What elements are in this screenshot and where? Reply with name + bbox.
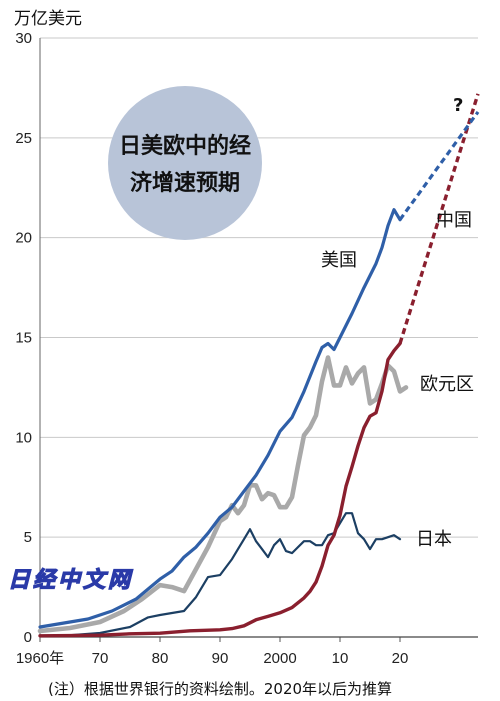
forecast-badge-line1: 日美欧中的经 [119, 133, 251, 159]
x-tick-label-1970: 70 [92, 650, 109, 667]
series-label-china: 中国 [436, 210, 472, 231]
unit-label: 万亿美元 [14, 9, 82, 29]
series-line-us [38, 208, 402, 629]
forecast-badge-circle [108, 86, 262, 240]
y-tick-label-20: 20 [15, 230, 32, 247]
y-tick-label-10: 10 [15, 429, 32, 446]
series-line-japan [38, 512, 402, 638]
x-tick-label-1980: 80 [152, 650, 169, 667]
series-layer [37, 93, 480, 638]
y-tick-label-5: 5 [24, 529, 32, 546]
y-tick-label-15: 15 [15, 330, 32, 347]
series-label-us: 美国 [321, 250, 357, 271]
y-tick-label-30: 30 [15, 30, 32, 47]
x-tick-label-2000: 2000 [263, 650, 296, 667]
y-tick-label-0: 0 [24, 629, 32, 646]
footnote: (注）根据世界银行的资料绘制。2020年以后为推算 [48, 680, 392, 698]
question-mark: ? [453, 95, 463, 116]
x-tick-label-1990: 90 [212, 650, 229, 667]
grid-layer [40, 37, 478, 638]
x-tick-label-2010: 10 [332, 650, 349, 667]
series-label-euro-area: 欧元区 [420, 374, 474, 395]
series-line-euro-area [37, 355, 409, 634]
x-tick-label-2020: 20 [392, 650, 409, 667]
projection-line-china [398, 93, 480, 345]
forecast-badge-line2: 济增速预期 [130, 170, 240, 196]
axis-layer: 0 5 10 15 20 25 30 1960年 70 80 90 2000 10 20 [15, 30, 478, 667]
x-tick-label-1960: 1960年 [16, 650, 64, 667]
series-label-japan: 日本 [416, 529, 452, 550]
y-tick-label-25: 25 [15, 130, 32, 147]
forecast-badge: 日美欧中的经 济增速预期 [108, 86, 262, 240]
series-line-china [38, 341, 402, 638]
watermark-text: 日经中文网 [8, 567, 133, 593]
projection-line-us [398, 110, 480, 221]
